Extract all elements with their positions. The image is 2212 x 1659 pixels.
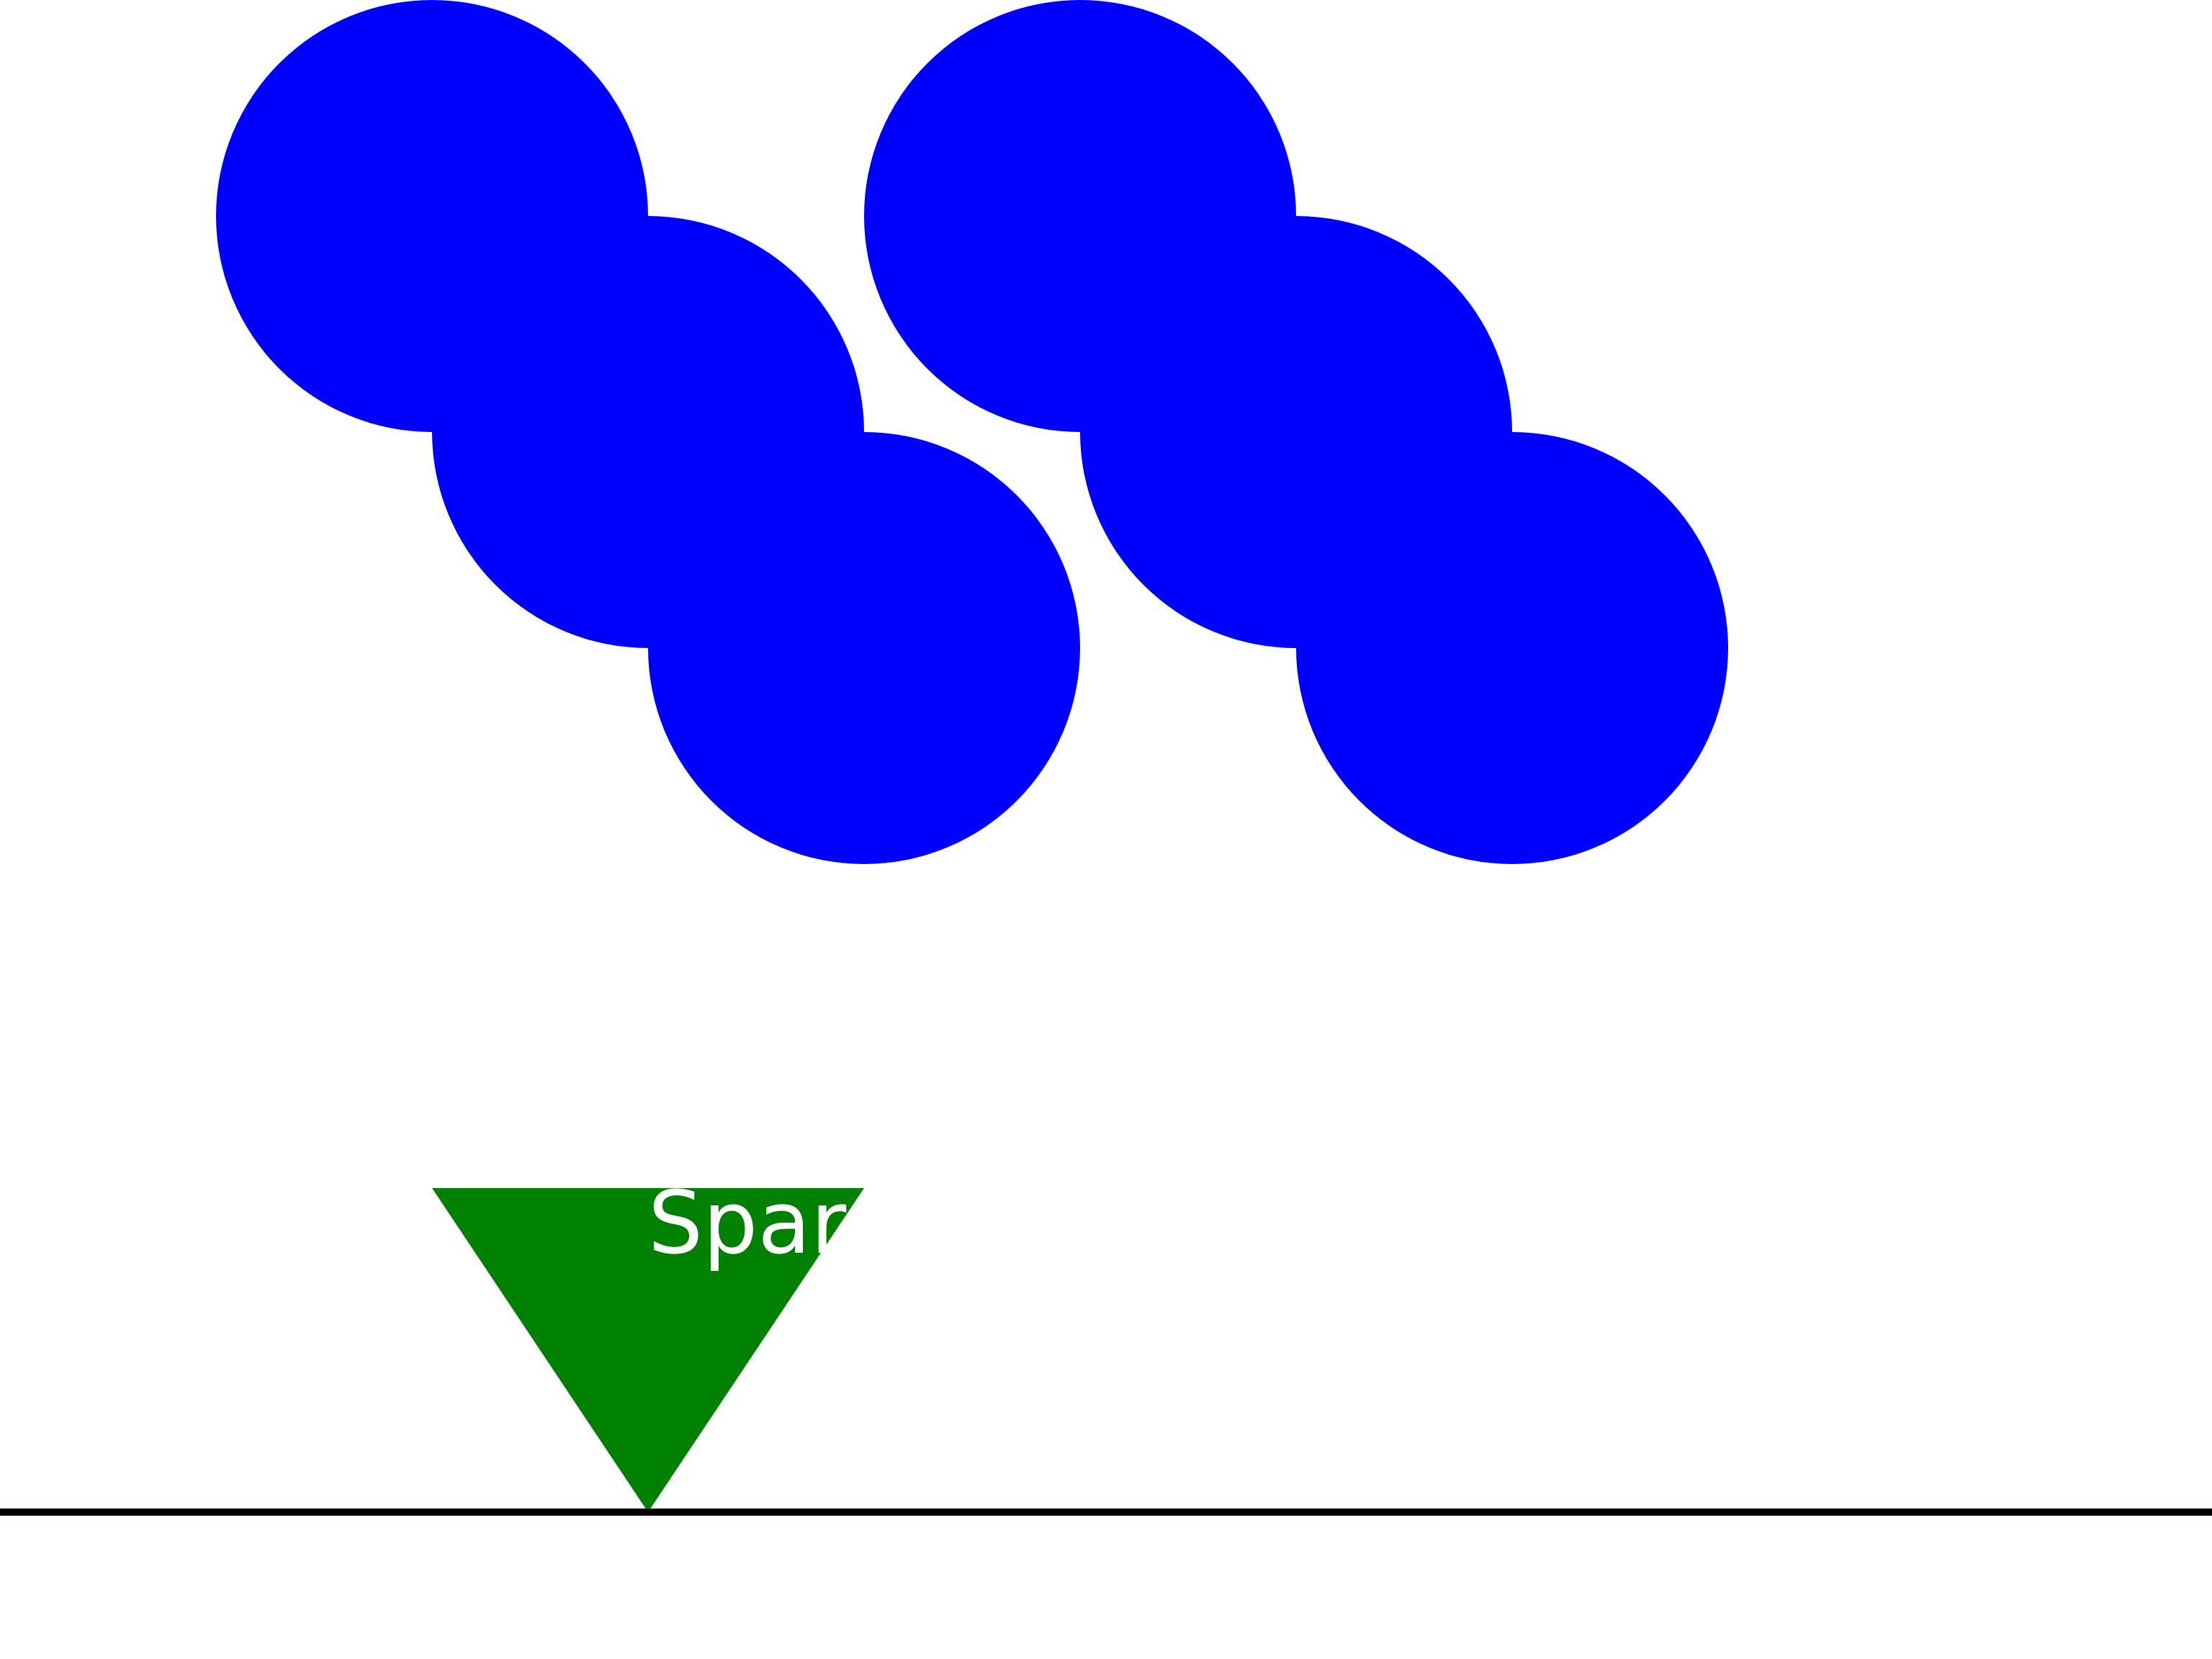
green-triangle (432, 1188, 864, 1512)
circles-group (216, 0, 1728, 864)
blue-circle-6 (1296, 432, 1728, 864)
triangle-label: Spar (648, 1174, 847, 1274)
blue-circle-3 (648, 432, 1080, 864)
